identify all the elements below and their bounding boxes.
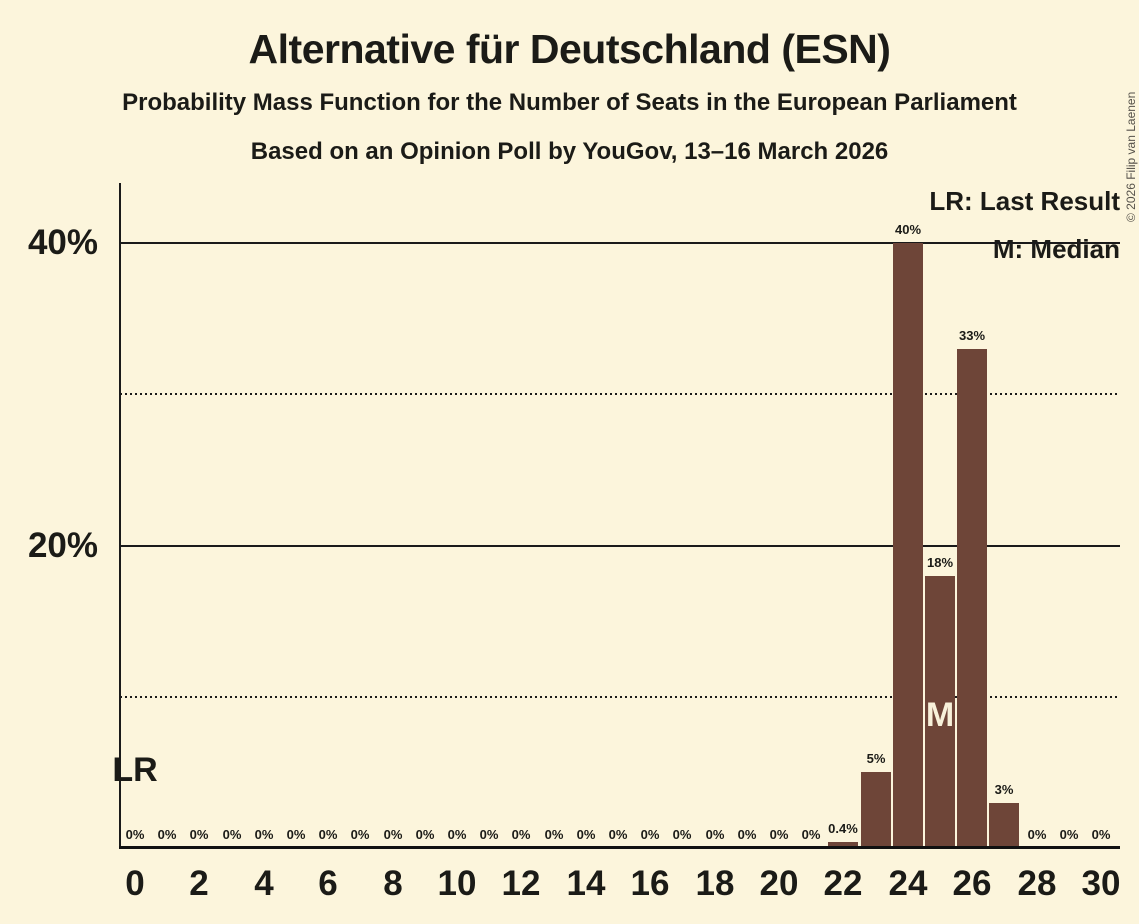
y-tick-label-40: 40%: [27, 223, 98, 262]
x-tick-label-28: 28: [1017, 864, 1057, 903]
bar-value-label-seat-28: 0%: [1027, 827, 1047, 842]
x-tick-label-26: 26: [952, 864, 992, 903]
x-tick-label-18: 18: [695, 864, 735, 903]
bar-value-label-seat-14: 0%: [576, 827, 596, 842]
bar-value-label-seat-20: 0%: [769, 827, 789, 842]
median-marker: M: [925, 696, 955, 734]
x-tick-label-12: 12: [501, 864, 541, 903]
chart-subtitle: Probability Mass Function for the Number…: [122, 89, 1017, 116]
bar-value-label-seat-9: 0%: [415, 827, 435, 842]
x-tick-label-0: 0: [125, 864, 145, 903]
last-result-marker: LR: [112, 751, 158, 789]
bar-value-label-seat-2: 0%: [189, 827, 209, 842]
y-axis-line: [119, 183, 121, 849]
bar-value-label-seat-27: 3%: [994, 782, 1014, 797]
poll-info-line: Based on an Opinion Poll by YouGov, 13–1…: [250, 138, 889, 165]
bar-value-label-seat-23: 5%: [866, 751, 886, 766]
x-tick-label-30: 30: [1081, 864, 1121, 903]
bar-value-label-seat-3: 0%: [222, 827, 242, 842]
copyright-notice: © 2026 Filip van Laenen: [1124, 91, 1138, 222]
bar-value-label-seat-0: 0%: [125, 827, 145, 842]
bar-value-label-seat-22: 0.4%: [828, 821, 858, 836]
bar-value-label-seat-11: 0%: [479, 827, 499, 842]
bar-seat-26: [957, 349, 987, 848]
x-tick-label-16: 16: [630, 864, 670, 903]
x-tick-label-6: 6: [318, 864, 338, 903]
bar-seat-23: [861, 772, 891, 848]
x-tick-label-20: 20: [759, 864, 799, 903]
bar-value-label-seat-16: 0%: [640, 827, 660, 842]
bar-seat-27: [989, 803, 1019, 848]
bar-seat-22: [828, 842, 858, 848]
legend-median: M: Median: [992, 234, 1120, 264]
bar-value-label-seat-25: 18%: [926, 555, 954, 570]
legend-last-result: LR: Last Result: [929, 186, 1120, 216]
x-tick-label-22: 22: [823, 864, 863, 903]
bar-value-label-seat-18: 0%: [705, 827, 725, 842]
bar-seat-24: [893, 243, 923, 848]
bar-value-label-seat-24: 40%: [894, 222, 922, 237]
bar-value-label-seat-7: 0%: [350, 827, 370, 842]
bar-value-label-seat-13: 0%: [544, 827, 564, 842]
gridline-40: [120, 242, 1120, 244]
bar-value-label-seat-8: 0%: [383, 827, 403, 842]
x-tick-label-2: 2: [189, 864, 209, 903]
bar-value-label-seat-17: 0%: [672, 827, 692, 842]
y-tick-label-20: 20%: [27, 526, 98, 565]
bar-value-label-seat-15: 0%: [608, 827, 628, 842]
bar-value-label-seat-26: 33%: [958, 328, 986, 343]
gridline-30: [120, 393, 1120, 395]
bar-value-label-seat-12: 0%: [511, 827, 531, 842]
bar-value-label-seat-30: 0%: [1091, 827, 1111, 842]
chart-title: Alternative für Deutschland (ESN): [248, 26, 891, 72]
bar-value-label-seat-21: 0%: [801, 827, 821, 842]
bar-value-label-seat-1: 0%: [157, 827, 177, 842]
bar-value-label-seat-19: 0%: [737, 827, 757, 842]
bar-value-label-seat-4: 0%: [254, 827, 274, 842]
gridline-20: [120, 545, 1120, 547]
x-tick-label-14: 14: [566, 864, 606, 903]
x-tick-label-24: 24: [888, 864, 928, 903]
bar-value-label-seat-5: 0%: [286, 827, 306, 842]
bar-value-label-seat-10: 0%: [447, 827, 467, 842]
gridline-10: [120, 696, 1120, 698]
bar-value-label-seat-6: 0%: [318, 827, 338, 842]
x-tick-label-10: 10: [437, 864, 477, 903]
x-tick-label-4: 4: [254, 864, 274, 903]
x-tick-label-8: 8: [383, 864, 403, 903]
bar-seat-25: [925, 576, 955, 848]
bar-value-label-seat-29: 0%: [1059, 827, 1079, 842]
x-axis-line: [119, 846, 1120, 849]
